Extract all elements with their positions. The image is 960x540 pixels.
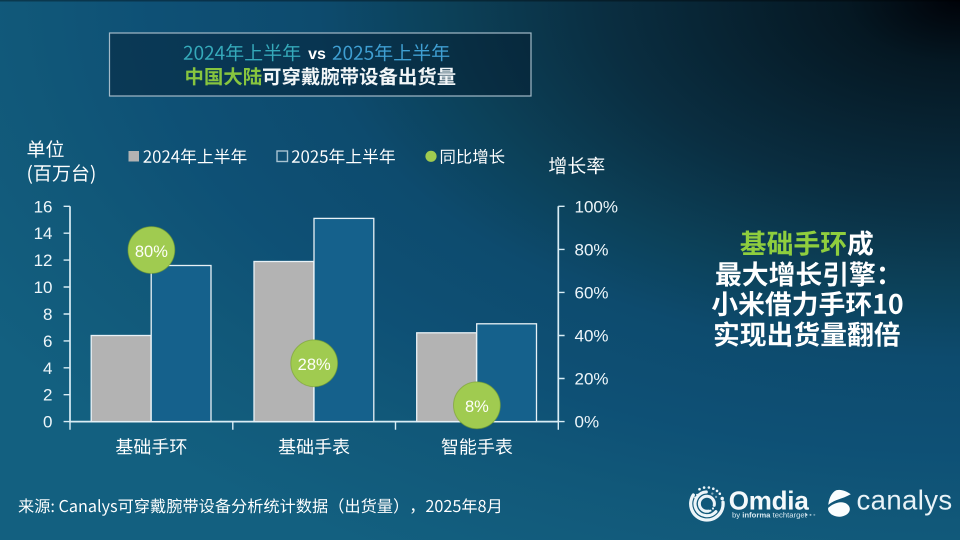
svg-text:by informa techtarget: by informa techtarget	[732, 510, 808, 519]
svg-text:vs: vs	[308, 46, 326, 63]
svg-text:14: 14	[34, 224, 53, 243]
svg-text:0: 0	[43, 413, 52, 432]
svg-text:Omdia: Omdia	[729, 485, 810, 515]
svg-text:canalys: canalys	[857, 485, 953, 516]
svg-text:60%: 60%	[575, 283, 609, 302]
svg-text:16: 16	[34, 197, 53, 216]
svg-text:20%: 20%	[575, 370, 609, 389]
svg-text:4: 4	[43, 359, 52, 378]
svg-text:12: 12	[34, 251, 53, 270]
svg-text:80%: 80%	[575, 240, 609, 259]
svg-text:80%: 80%	[135, 243, 168, 261]
svg-text:6: 6	[43, 332, 52, 351]
svg-text:8%: 8%	[465, 398, 489, 416]
svg-text:40%: 40%	[575, 327, 609, 346]
svg-text:2: 2	[43, 386, 52, 405]
svg-text:28%: 28%	[298, 356, 331, 374]
svg-text:100%: 100%	[575, 197, 618, 216]
svg-text:10: 10	[34, 278, 53, 297]
svg-text:8: 8	[43, 305, 52, 324]
svg-text:0%: 0%	[575, 413, 600, 432]
